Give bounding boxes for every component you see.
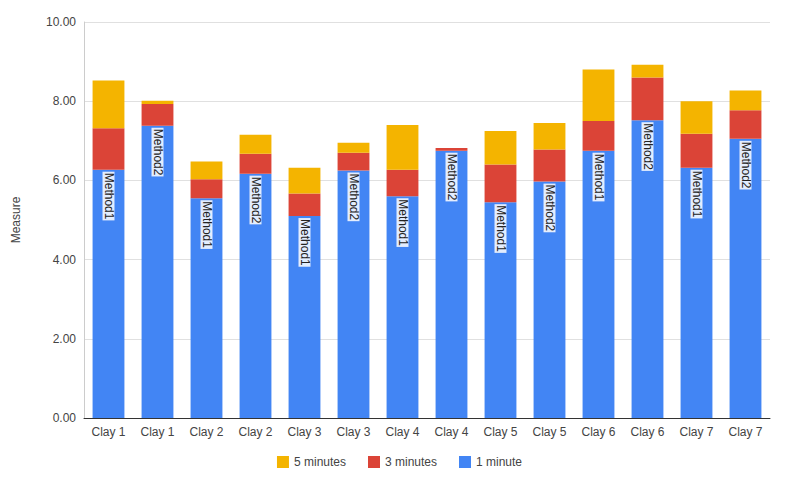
svg-text:3 minutes: 3 minutes <box>385 455 437 469</box>
svg-text:Clay 4: Clay 4 <box>385 425 419 439</box>
svg-text:Method2: Method2 <box>739 142 753 189</box>
svg-text:10.00: 10.00 <box>46 15 76 29</box>
svg-text:8.00: 8.00 <box>53 94 77 108</box>
svg-text:Method2: Method2 <box>249 177 263 224</box>
svg-text:Clay 7: Clay 7 <box>728 425 762 439</box>
svg-text:Method1: Method1 <box>298 219 312 266</box>
svg-text:Clay 2: Clay 2 <box>238 425 272 439</box>
svg-text:5 minutes: 5 minutes <box>294 455 346 469</box>
svg-text:Clay 6: Clay 6 <box>630 425 664 439</box>
svg-text:Method1: Method1 <box>102 173 116 220</box>
svg-text:Method1: Method1 <box>200 201 214 248</box>
svg-text:Method2: Method2 <box>347 174 361 221</box>
svg-text:Clay 1: Clay 1 <box>140 425 174 439</box>
svg-text:Method1: Method1 <box>396 199 410 246</box>
svg-text:0.00: 0.00 <box>53 411 77 425</box>
svg-text:Clay 3: Clay 3 <box>336 425 370 439</box>
svg-text:Method1: Method1 <box>592 154 606 201</box>
svg-text:1 minute: 1 minute <box>476 455 522 469</box>
svg-text:Clay 2: Clay 2 <box>189 425 223 439</box>
svg-text:Clay 6: Clay 6 <box>581 425 615 439</box>
svg-text:Method2: Method2 <box>445 154 459 201</box>
svg-text:Clay 1: Clay 1 <box>91 425 125 439</box>
svg-text:Clay 4: Clay 4 <box>434 425 468 439</box>
svg-text:4.00: 4.00 <box>53 253 77 267</box>
svg-text:Method2: Method2 <box>151 129 165 176</box>
svg-text:Method1: Method1 <box>690 171 704 218</box>
svg-text:Clay 3: Clay 3 <box>287 425 321 439</box>
svg-text:Method1: Method1 <box>494 205 508 252</box>
svg-text:Clay 5: Clay 5 <box>532 425 566 439</box>
svg-text:6.00: 6.00 <box>53 173 77 187</box>
svg-text:Method2: Method2 <box>641 123 655 170</box>
svg-text:Clay 5: Clay 5 <box>483 425 517 439</box>
svg-text:2.00: 2.00 <box>53 332 77 346</box>
svg-text:Clay 7: Clay 7 <box>679 425 713 439</box>
svg-text:Method2: Method2 <box>543 185 557 232</box>
svg-text:Measure: Measure <box>9 196 23 243</box>
